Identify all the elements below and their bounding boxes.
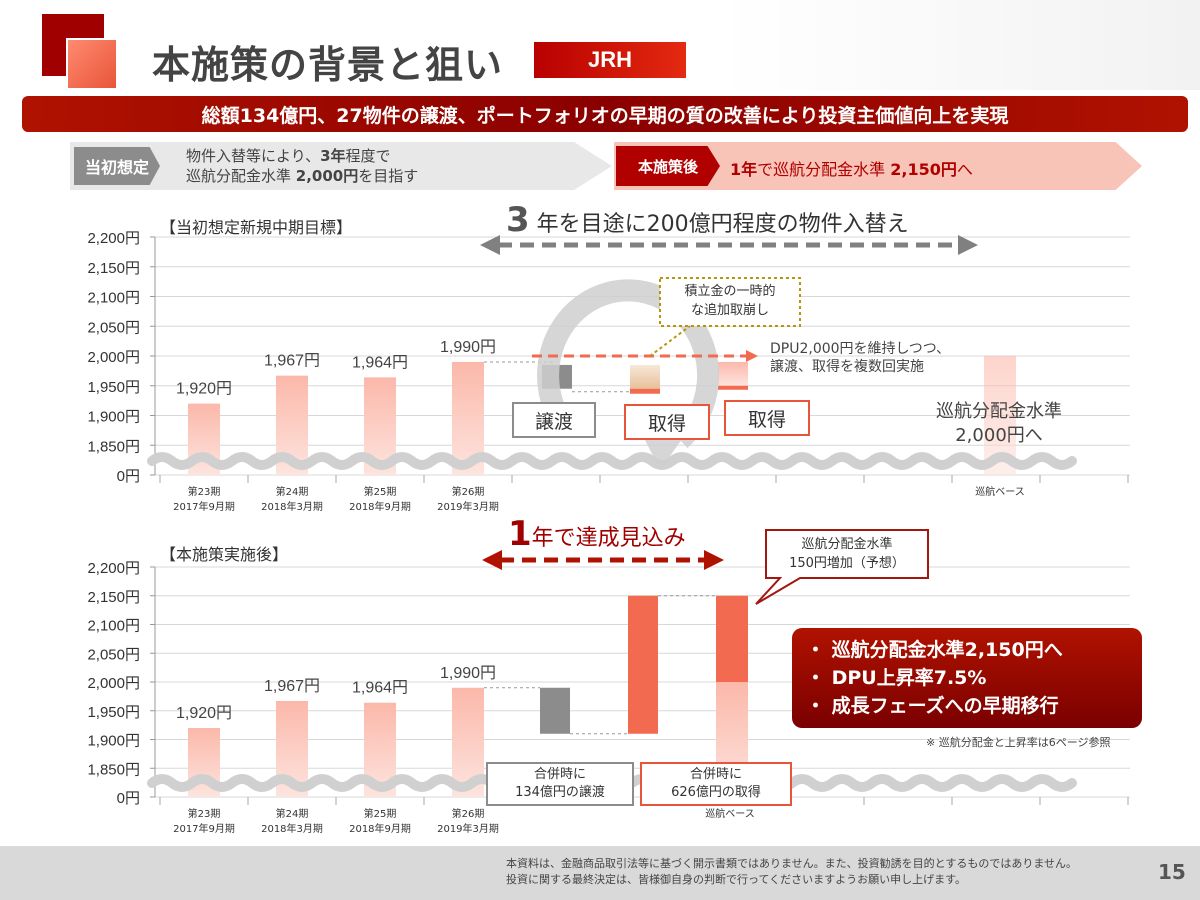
x-category-label: 第24期 xyxy=(276,807,309,820)
before-description: 物件入替等により、3年程度で 巡航分配金水準 2,000円を目指す xyxy=(186,147,419,185)
buy-bar xyxy=(628,595,658,734)
y-tick-label: 2,100円 xyxy=(87,290,140,307)
y-tick-label: 1,850円 xyxy=(87,761,140,778)
callout-text: 巡航分配金水準 150円増加（予想） xyxy=(789,537,905,571)
y-tick-label: 1,850円 xyxy=(87,438,140,455)
page-number: 15 xyxy=(1158,860,1186,884)
dpu-note: DPU2,000円を維持しつつ、 譲渡、取得を複数回実施 xyxy=(770,341,951,375)
y-tick-label: 2,000円 xyxy=(87,349,140,366)
bar-value-label: 1,964円 xyxy=(352,354,408,371)
x-category-label: 第23期 xyxy=(188,485,221,498)
bottom-chart: 2,200円 2,150円 2,100円 2,050円 2,000円 1,950円 1,90… xyxy=(87,560,1130,835)
bar-value-label: 1,967円 xyxy=(264,678,320,695)
buy-label-box-2: 取得 xyxy=(724,400,810,436)
summary-banner: 総額134億円、27物件の譲渡、ポートフォリオの早期の質の改善により投資主価値向… xyxy=(22,96,1188,132)
dotted-note-text: 積立金の一時的 な追加取崩し xyxy=(684,284,776,318)
buy-info-box: 合併時に 626億円の取得 xyxy=(640,762,792,806)
after-label: 本施策後 xyxy=(616,146,720,186)
x-category-sublabel: 2018年3月期 xyxy=(261,500,323,513)
base-category-label: 巡航ベース xyxy=(705,807,755,820)
x-category-sublabel: 2019年3月期 xyxy=(437,500,499,513)
key-point: ・ 巡航分配金水準2,150円へ xyxy=(806,639,1063,661)
buy-bar-2 xyxy=(718,361,748,386)
reference-note: ※ 巡航分配金と上昇率は6ページ参照 xyxy=(926,736,1111,749)
dotted-note-box xyxy=(659,277,801,327)
top-chart-title: 【当初想定新規中期目標】 xyxy=(160,218,353,237)
y-tick-label: 2,050円 xyxy=(87,319,140,336)
x-category-sublabel: 2018年3月期 xyxy=(261,822,323,835)
key-point: ・ 成長フェーズへの早期移行 xyxy=(806,695,1059,717)
y-tick-label: 2,150円 xyxy=(87,260,140,277)
bottom-chart-title: 【本施策実施後】 xyxy=(160,545,289,564)
bottom-decorations xyxy=(482,529,929,605)
top-span-arrow-left xyxy=(480,235,500,255)
bar-value-label: 1,990円 xyxy=(440,665,496,682)
x-category-label: 第26期 xyxy=(452,485,485,498)
page-title: 本施策の背景と狙い xyxy=(152,43,504,87)
buy-label-box-1: 取得 xyxy=(624,404,710,440)
callout-box xyxy=(755,529,929,605)
bar-value-label: 1,964円 xyxy=(352,680,408,697)
y-tick-label: 2,050円 xyxy=(87,646,140,663)
y-tick-label: 2,200円 xyxy=(87,560,140,577)
bar-value-label: 1,967円 xyxy=(264,353,320,370)
key-point: ・ DPU上昇率7.5% xyxy=(806,667,987,689)
base-bar-upper xyxy=(716,595,748,682)
after-description: 1年で巡航分配金水準 2,150円へ xyxy=(730,160,973,179)
x-category-sublabel: 2018年9月期 xyxy=(349,822,411,835)
jrh-badge: JRH xyxy=(534,42,686,78)
x-category-label: 第25期 xyxy=(364,485,397,498)
x-category-sublabel: 2017年9月期 xyxy=(173,822,235,835)
sell-bar xyxy=(540,687,570,734)
bottom-span-arrow-right xyxy=(704,550,724,570)
footer xyxy=(0,846,1200,900)
charts-svg: 2,200円 2,150円 2,100円 2,050円 2,000円 1,950円 1,90… xyxy=(87,230,1130,835)
y-tick-label: 2,150円 xyxy=(87,589,140,606)
axis-break-wave xyxy=(147,452,1077,470)
cycle-arrow xyxy=(537,279,720,449)
bottom-chart-heading: 1年で達成見込み xyxy=(508,514,686,554)
top-chart: 2,200円 2,150円 2,100円 2,050円 2,000円 1,950円 1,90… xyxy=(87,230,1130,513)
y-tick-label: 1,900円 xyxy=(87,733,140,750)
sell-info-box: 合併時に 134億円の譲渡 xyxy=(486,762,634,806)
y-tick-label: 1,900円 xyxy=(87,409,140,426)
dpu-arrow-head xyxy=(746,350,758,362)
target-label: 巡航分配金水準 2,000円へ xyxy=(936,401,1062,446)
buy-bar-1 xyxy=(630,364,660,389)
top-chart-heading: 3 年を目途に200億円程度の物件入替え xyxy=(506,200,909,240)
y-tick-label: 2,100円 xyxy=(87,618,140,635)
y-tick-label: 2,200円 xyxy=(87,230,140,247)
before-arrow xyxy=(70,142,612,190)
base-category-label: 巡航ベース xyxy=(975,485,1025,498)
y-tick-label: 2,000円 xyxy=(87,675,140,692)
before-label: 当初想定 xyxy=(74,147,160,185)
x-category-label: 第25期 xyxy=(364,807,397,820)
bar-value-label: 1,920円 xyxy=(176,381,232,398)
y-tick-label: 1,950円 xyxy=(87,379,140,396)
bottom-span-arrow-left xyxy=(482,550,502,570)
logo-square-light xyxy=(66,38,118,90)
x-category-label: 第23期 xyxy=(188,807,221,820)
top-span-arrow-right xyxy=(958,235,978,255)
x-category-sublabel: 2019年3月期 xyxy=(437,822,499,835)
y-tick-label: 1,950円 xyxy=(87,704,140,721)
x-category-sublabel: 2017年9月期 xyxy=(173,500,235,513)
dotted-note-pointer xyxy=(649,325,691,357)
x-category-label: 第26期 xyxy=(452,807,485,820)
bar-value-label: 1,920円 xyxy=(176,705,232,722)
x-category-label: 第24期 xyxy=(276,485,309,498)
key-points-box: ・ 巡航分配金水準2,150円へ ・ DPU上昇率7.5% ・ 成長フェーズへの… xyxy=(792,628,1142,728)
x-category-sublabel: 2018年9月期 xyxy=(349,500,411,513)
y-tick-label: 0円 xyxy=(117,790,140,807)
buy-bar-2-cap xyxy=(718,385,748,390)
disclaimer: 本資料は、金融商品取引法等に基づく開示書類ではありません。また、投資勧誘を目的と… xyxy=(506,857,1078,886)
bar-value-label: 1,990円 xyxy=(440,339,496,356)
top-decorations xyxy=(480,235,978,470)
y-tick-label: 0円 xyxy=(117,468,140,485)
buy-bar-1-cap xyxy=(630,388,660,394)
sell-label-box: 譲渡 xyxy=(512,402,596,438)
